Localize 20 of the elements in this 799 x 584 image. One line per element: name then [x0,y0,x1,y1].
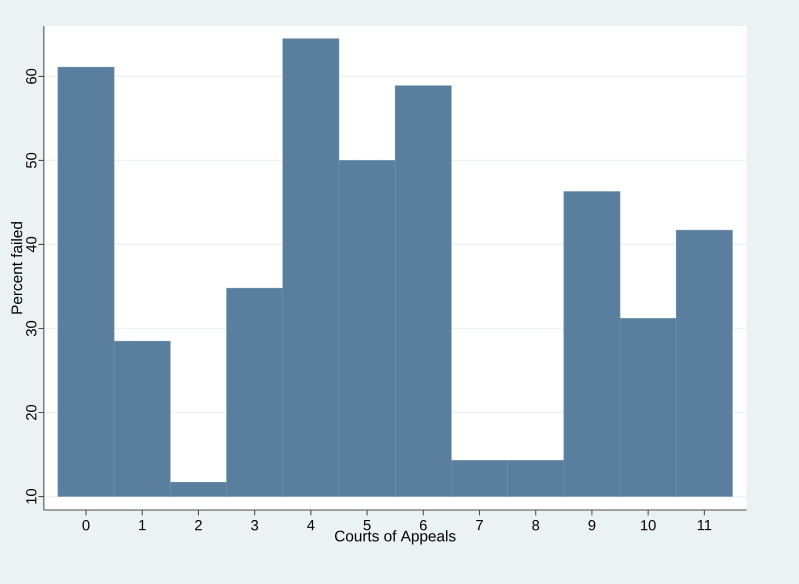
y-tick-label: 40 [26,236,36,252]
x-tick-label: 8 [532,520,540,530]
x-tick-label: 7 [476,520,483,530]
y-axis-title: Percent failed [11,222,22,314]
x-tick-label: 11 [698,520,712,530]
x-tick-label: 9 [588,520,596,530]
y-tick-label: 60 [26,68,36,84]
x-tick-label: 4 [307,520,314,530]
x-tick-label: 2 [195,520,202,530]
y-tick-label: 50 [26,152,36,168]
x-tick-label: 1 [139,520,146,530]
x-tick-label: 3 [251,520,258,530]
x-axis-title: Courts of Appeals [335,530,456,545]
y-tick-label: 30 [26,320,36,336]
x-tick-label: 6 [420,520,427,530]
x-tick-label: 10 [641,520,656,530]
y-tick-label: 10 [26,488,36,504]
x-tick-label: 5 [364,520,371,530]
y-tick-label: 20 [26,404,36,420]
x-tick-label: 0 [82,520,90,530]
